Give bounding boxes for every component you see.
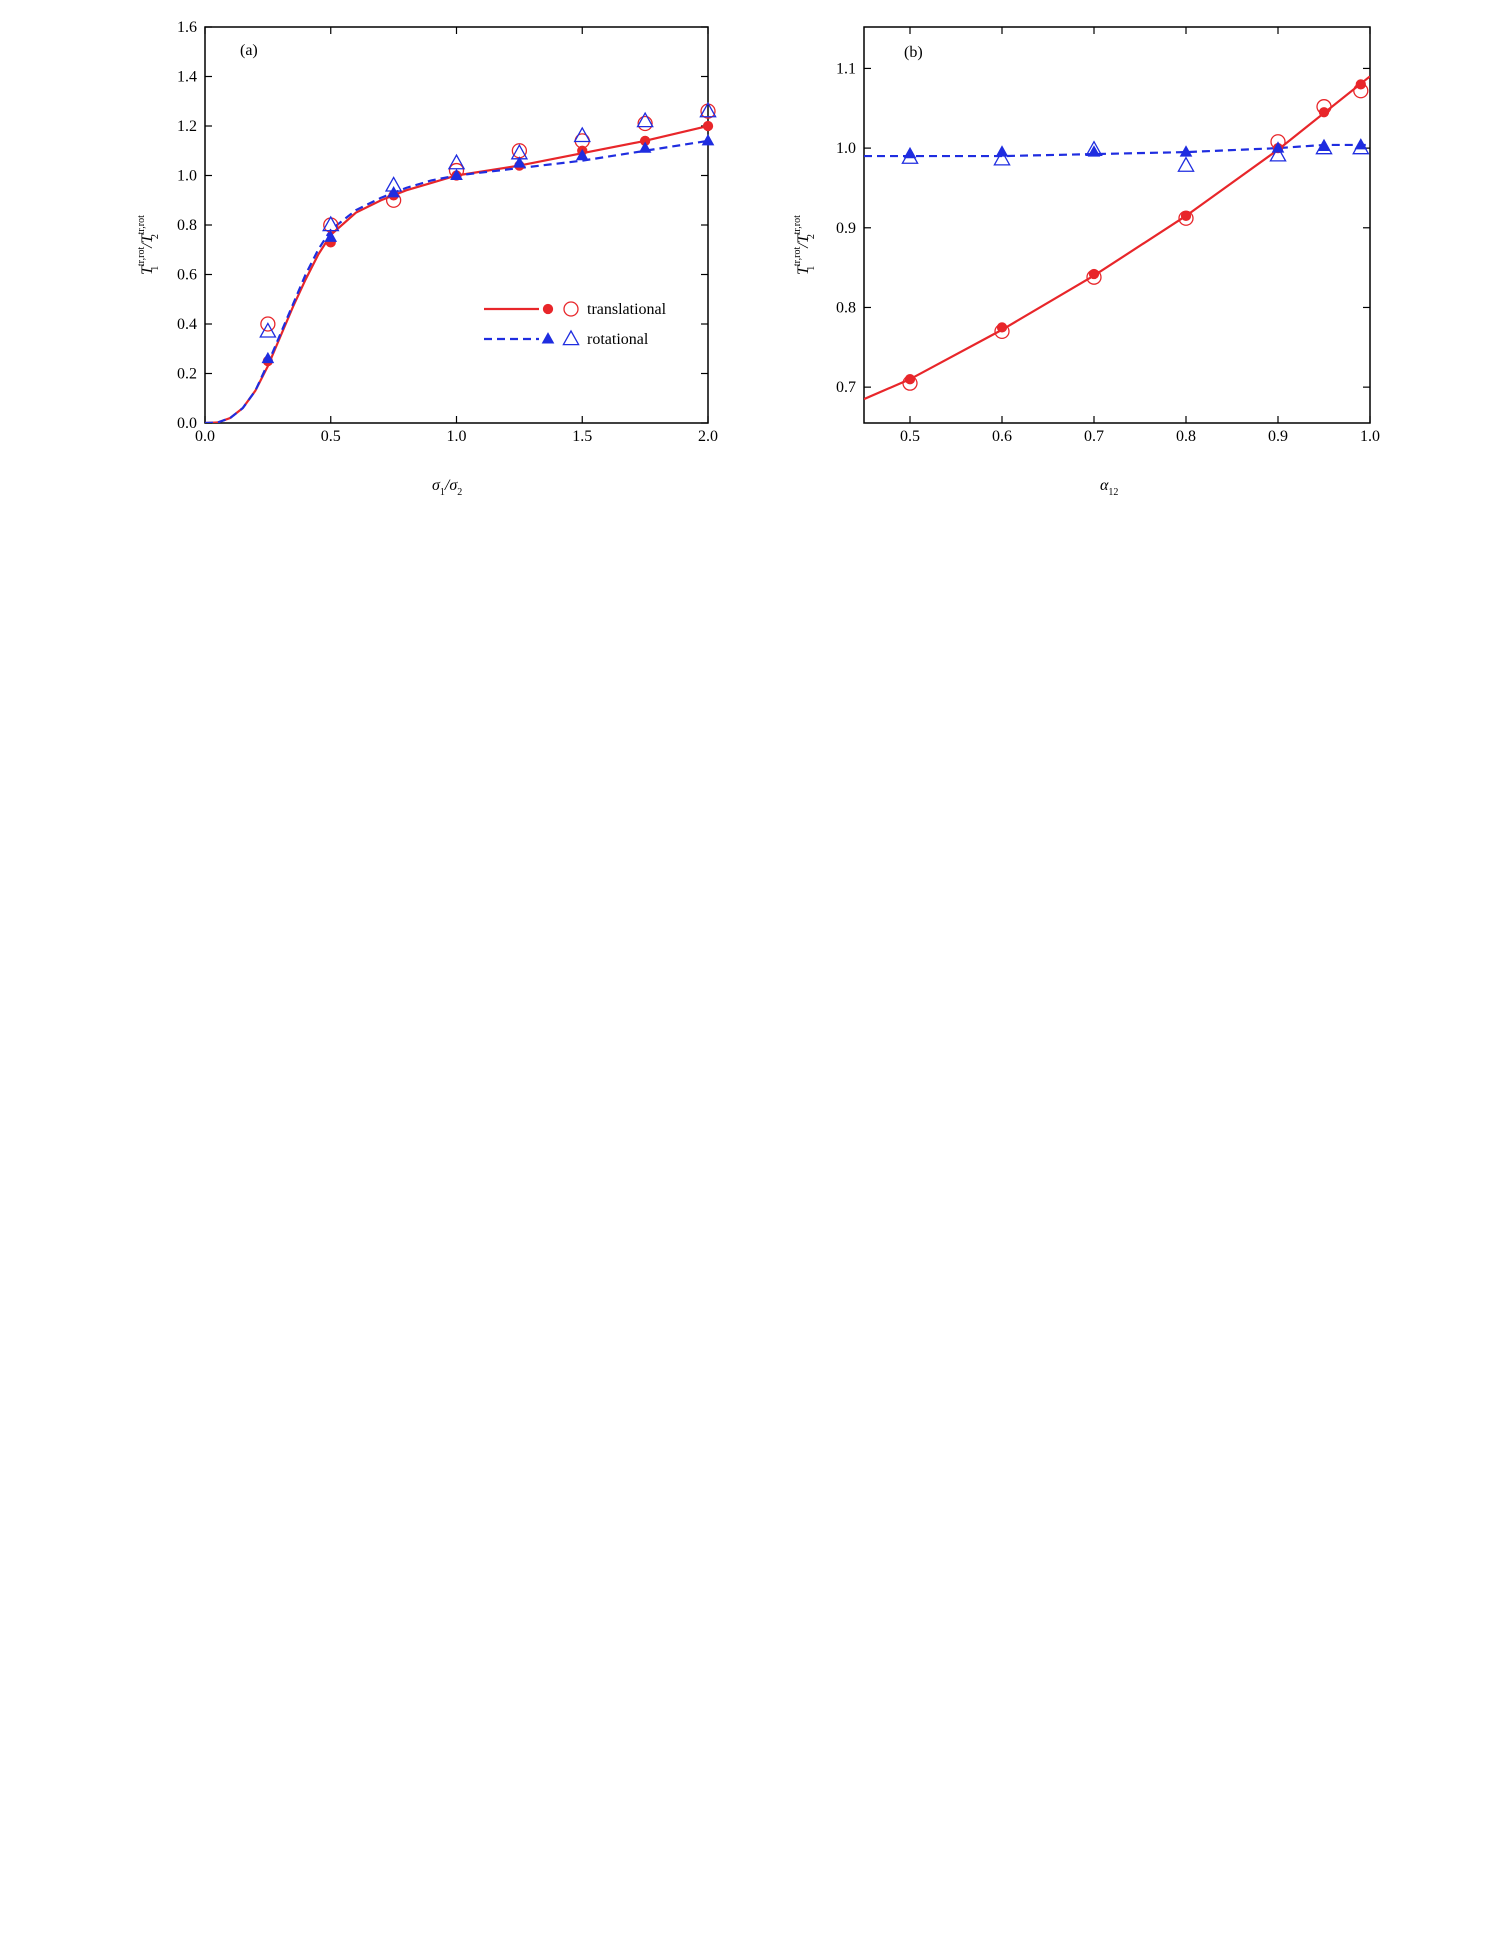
y-label-part: tr,rot — [792, 247, 803, 267]
y-label-part: tr,rot — [136, 215, 147, 235]
legend-label: rotational — [587, 331, 649, 348]
x-tick-label: 0.9 — [1268, 428, 1288, 445]
y-label-part: 2 — [806, 234, 817, 239]
x-tick-label: 0.6 — [992, 428, 1012, 445]
filled-circle-marker — [702, 120, 714, 132]
x-tick-label: 0.5 — [900, 428, 920, 445]
open-triangle-marker — [1177, 156, 1195, 172]
theory-line — [864, 143, 1370, 158]
y-tick-label: 0.0 — [177, 415, 197, 432]
legend-marker — [563, 301, 579, 317]
y-label-part: tr,rot — [136, 247, 147, 267]
open-circle-marker — [1086, 269, 1102, 285]
y-tick-label: 1.4 — [177, 69, 197, 86]
open-triangle-marker — [1352, 138, 1370, 155]
y-tick-label: 0.6 — [177, 267, 197, 284]
plot-frame — [863, 26, 1371, 424]
y-label-part: T — [139, 265, 156, 275]
y-label-part: T — [139, 233, 156, 243]
open-circle-marker — [1316, 99, 1332, 115]
x-tick-label: 0.8 — [1176, 428, 1196, 445]
y-tick-label: 0.4 — [177, 316, 197, 333]
y-label-part: T — [795, 265, 812, 275]
y-tick-label: 1.1 — [836, 60, 856, 77]
filled-triangle-marker — [450, 168, 463, 180]
legend-marker — [541, 332, 555, 344]
filled-triangle-marker — [1179, 145, 1193, 157]
x-label-part: α — [1100, 477, 1109, 494]
theory-line — [864, 75, 1370, 401]
y-label-part: T — [795, 233, 812, 243]
panel-label: (a) — [240, 42, 258, 59]
legend-label: translational — [587, 301, 667, 318]
open-triangle-marker — [510, 143, 529, 160]
open-triangle-marker — [1269, 145, 1287, 162]
open-triangle-marker — [699, 101, 717, 118]
filled-triangle-marker — [387, 185, 400, 198]
open-triangle-marker — [322, 215, 340, 232]
filled-triangle-marker — [701, 134, 715, 146]
y-axis-label: Ttr,rot1/Ttr,rot2 — [792, 215, 817, 275]
x-label-part: 2 — [457, 487, 462, 498]
y-axis-label: Ttr,rot1/Ttr,rot2 — [136, 215, 161, 275]
open-circle-marker — [1353, 83, 1369, 99]
x-label-part: 12 — [1108, 487, 1118, 498]
x-label-part: σ — [432, 477, 441, 494]
open-circle-marker — [260, 316, 276, 332]
y-label-part: / — [795, 242, 812, 249]
x-tick-label: 2.0 — [698, 428, 718, 445]
open-triangle-marker — [384, 176, 403, 192]
open-triangle-marker — [1085, 140, 1103, 156]
y-tick-label: 1.6 — [177, 19, 197, 36]
open-triangle-marker — [259, 322, 277, 338]
x-tick-label: 1.5 — [572, 428, 592, 445]
open-circle-marker — [902, 375, 918, 391]
plot-area — [205, 124, 708, 423]
y-tick-label: 0.8 — [836, 299, 856, 316]
panel-label: (b) — [904, 44, 923, 61]
legend-marker — [542, 303, 554, 315]
open-circle-marker — [994, 323, 1010, 340]
x-tick-label: 0.0 — [195, 428, 215, 445]
y-tick-label: 1.0 — [177, 168, 197, 185]
plot-frame — [204, 26, 709, 424]
x-tick-label: 0.5 — [321, 428, 341, 445]
filled-circle-marker — [1088, 268, 1100, 280]
x-tick-label: 1.0 — [1360, 428, 1380, 445]
open-triangle-marker — [636, 111, 654, 128]
y-tick-label: 1.2 — [177, 118, 197, 135]
y-tick-label: 0.9 — [836, 220, 856, 237]
open-triangle-marker — [993, 149, 1011, 166]
x-axis-label: σ1/σ2 — [432, 477, 462, 498]
y-tick-label: 0.7 — [836, 379, 856, 396]
x-label-part: /σ — [444, 477, 458, 494]
y-label-part: 1 — [150, 266, 161, 271]
filled-triangle-marker — [261, 351, 275, 364]
x-label-part: 1 — [440, 487, 445, 498]
y-tick-label: 0.2 — [177, 366, 197, 383]
open-triangle-marker — [901, 148, 919, 164]
y-label-part: / — [139, 242, 156, 249]
open-circle-marker — [637, 115, 653, 132]
plot-area — [864, 75, 1370, 401]
legend-marker — [562, 329, 580, 346]
x-tick-label: 0.7 — [1084, 428, 1104, 445]
filled-triangle-marker — [513, 156, 526, 168]
y-label-part: 2 — [150, 234, 161, 239]
open-triangle-marker — [447, 153, 466, 170]
y-tick-label: 0.8 — [177, 217, 197, 234]
open-triangle-marker — [1315, 138, 1333, 155]
x-tick-label: 1.0 — [447, 428, 467, 445]
x-axis-label: α12 — [1100, 477, 1118, 498]
y-label-part: tr,rot — [792, 215, 803, 235]
y-label-part: 1 — [806, 266, 817, 271]
filled-triangle-marker — [324, 230, 338, 242]
theory-line — [205, 139, 708, 423]
open-triangle-marker — [573, 126, 591, 143]
y-tick-label: 1.0 — [836, 140, 856, 157]
filled-triangle-marker — [638, 141, 652, 153]
filled-triangle-marker — [575, 148, 589, 161]
open-circle-marker — [1178, 210, 1194, 226]
